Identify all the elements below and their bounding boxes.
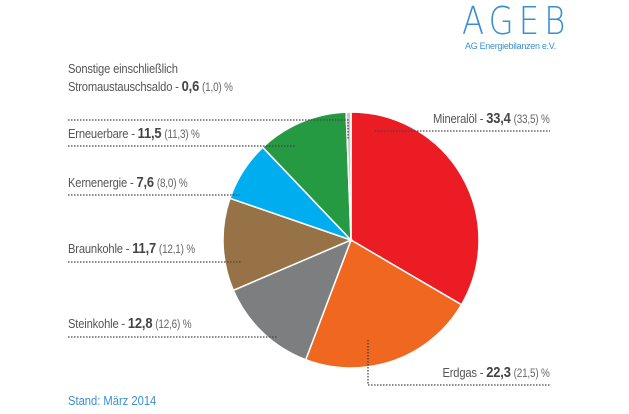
- pie-slice-braunkohle: [222, 197, 354, 292]
- label-erneuerbare: Erneuerbare - 11,5 (11,3) %: [68, 125, 200, 142]
- pie-slice-steinkohle: [232, 238, 353, 361]
- leader-sonstige: [68, 119, 349, 140]
- label-braunkohle: Braunkohle - 11,7 (12,1) %: [68, 240, 195, 257]
- ageb-logo-subtitle: AG Energiebilanzen e.V.: [465, 41, 556, 51]
- label-mineraloel: Mineralöl - 33,4 (33,5) %: [433, 110, 550, 127]
- label-sonstige-line1: Sonstige einschließlich: [68, 61, 178, 76]
- pie-slice-erneuerbare: [261, 111, 352, 242]
- label-kernenergie: Kernenergie - 7,6 (8,0) %: [68, 174, 188, 191]
- leader-erdgas: [367, 340, 550, 386]
- pie-slice-mineralöl: [350, 111, 480, 306]
- label-sonstige: Stromaustauschsaldo - 0,6 (1,0) %: [68, 78, 233, 95]
- stand-date: Stand: März 2014: [68, 393, 157, 408]
- ageb-logo: AGEB: [462, 0, 571, 43]
- pie-slice-erdgas: [304, 238, 463, 369]
- pie-slice-sonstige: [345, 111, 352, 241]
- label-steinkohle: Steinkohle - 12,8 (12,6) %: [68, 315, 192, 332]
- label-erdgas: Erdgas - 22,3 (21,5) %: [442, 364, 550, 381]
